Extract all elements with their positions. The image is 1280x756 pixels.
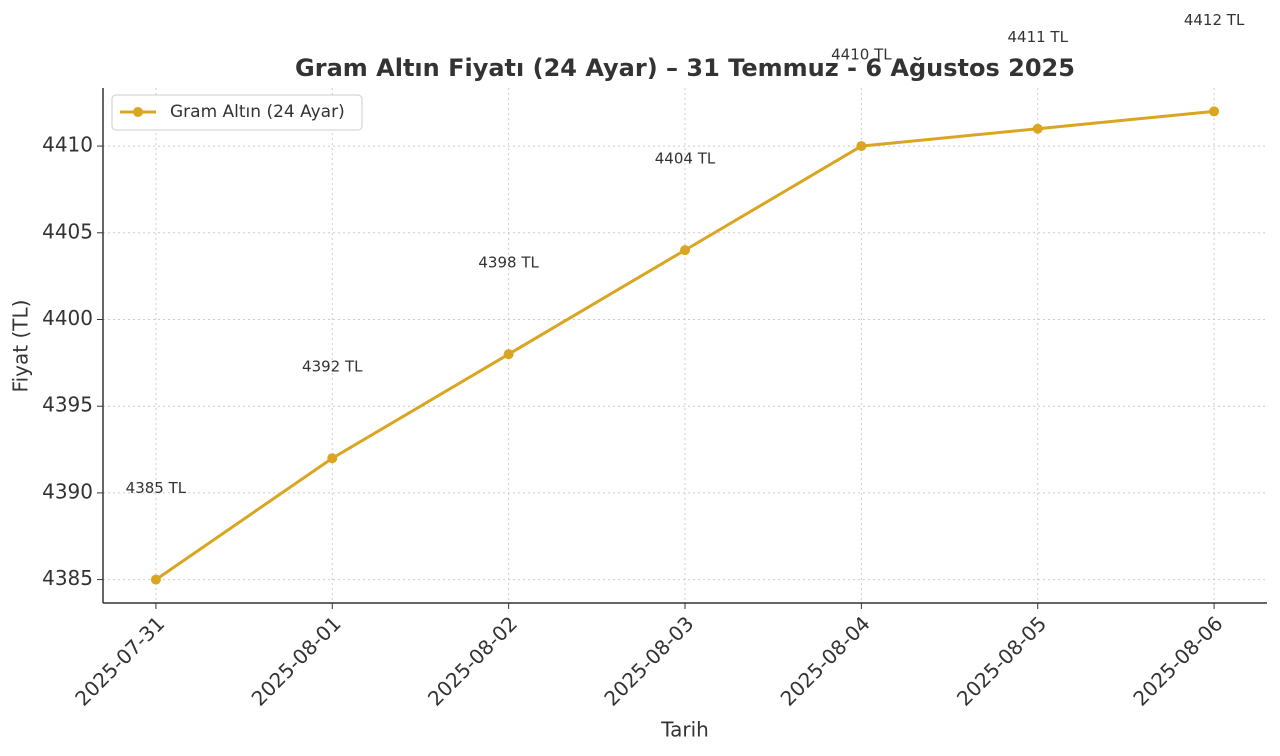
x-tick-label: 2025-08-06 bbox=[1128, 611, 1227, 710]
y-tick-label: 4400 bbox=[42, 306, 93, 330]
legend: Gram Altın (24 Ayar) bbox=[111, 94, 363, 131]
point bbox=[327, 453, 338, 464]
y-tick-label: 4395 bbox=[42, 393, 93, 417]
y-tick-label: 4405 bbox=[42, 219, 93, 243]
y-tick-label: 4385 bbox=[42, 566, 93, 590]
value-label: 4385 TL bbox=[126, 479, 187, 497]
value-label: 4412 TL bbox=[1184, 11, 1245, 29]
value-label: 4410 TL bbox=[831, 46, 892, 64]
chart-title: Gram Altın Fiyatı (24 Ayar) – 31 Temmuz … bbox=[295, 54, 1075, 82]
x-tick-label: 2025-08-01 bbox=[247, 611, 346, 710]
legend-box bbox=[111, 94, 363, 131]
x-tick-label: 2025-07-31 bbox=[70, 611, 169, 710]
x-tick-label: 2025-08-04 bbox=[776, 611, 875, 710]
point bbox=[856, 141, 867, 152]
x-tick-label: 2025-08-03 bbox=[599, 611, 698, 710]
value-label: 4392 TL bbox=[302, 358, 363, 376]
y-tick-label: 4390 bbox=[42, 479, 93, 503]
x-tick-label: 2025-08-05 bbox=[952, 611, 1051, 710]
legend-marker bbox=[133, 107, 143, 117]
y-axis-label: Fiyat (TL) bbox=[9, 300, 33, 393]
value-label: 4404 TL bbox=[655, 150, 716, 168]
y-tick-label: 4410 bbox=[42, 133, 93, 157]
point bbox=[1032, 123, 1043, 134]
legend-label: Gram Altın (24 Ayar) bbox=[170, 102, 345, 122]
point bbox=[1209, 106, 1220, 117]
x-tick-label: 2025-08-02 bbox=[423, 611, 522, 710]
x-axis-label: Tarih bbox=[660, 718, 709, 742]
point bbox=[680, 245, 690, 256]
point bbox=[150, 574, 161, 585]
value-label: 4398 TL bbox=[478, 254, 539, 272]
point bbox=[503, 349, 514, 360]
value-label: 4411 TL bbox=[1007, 28, 1068, 46]
